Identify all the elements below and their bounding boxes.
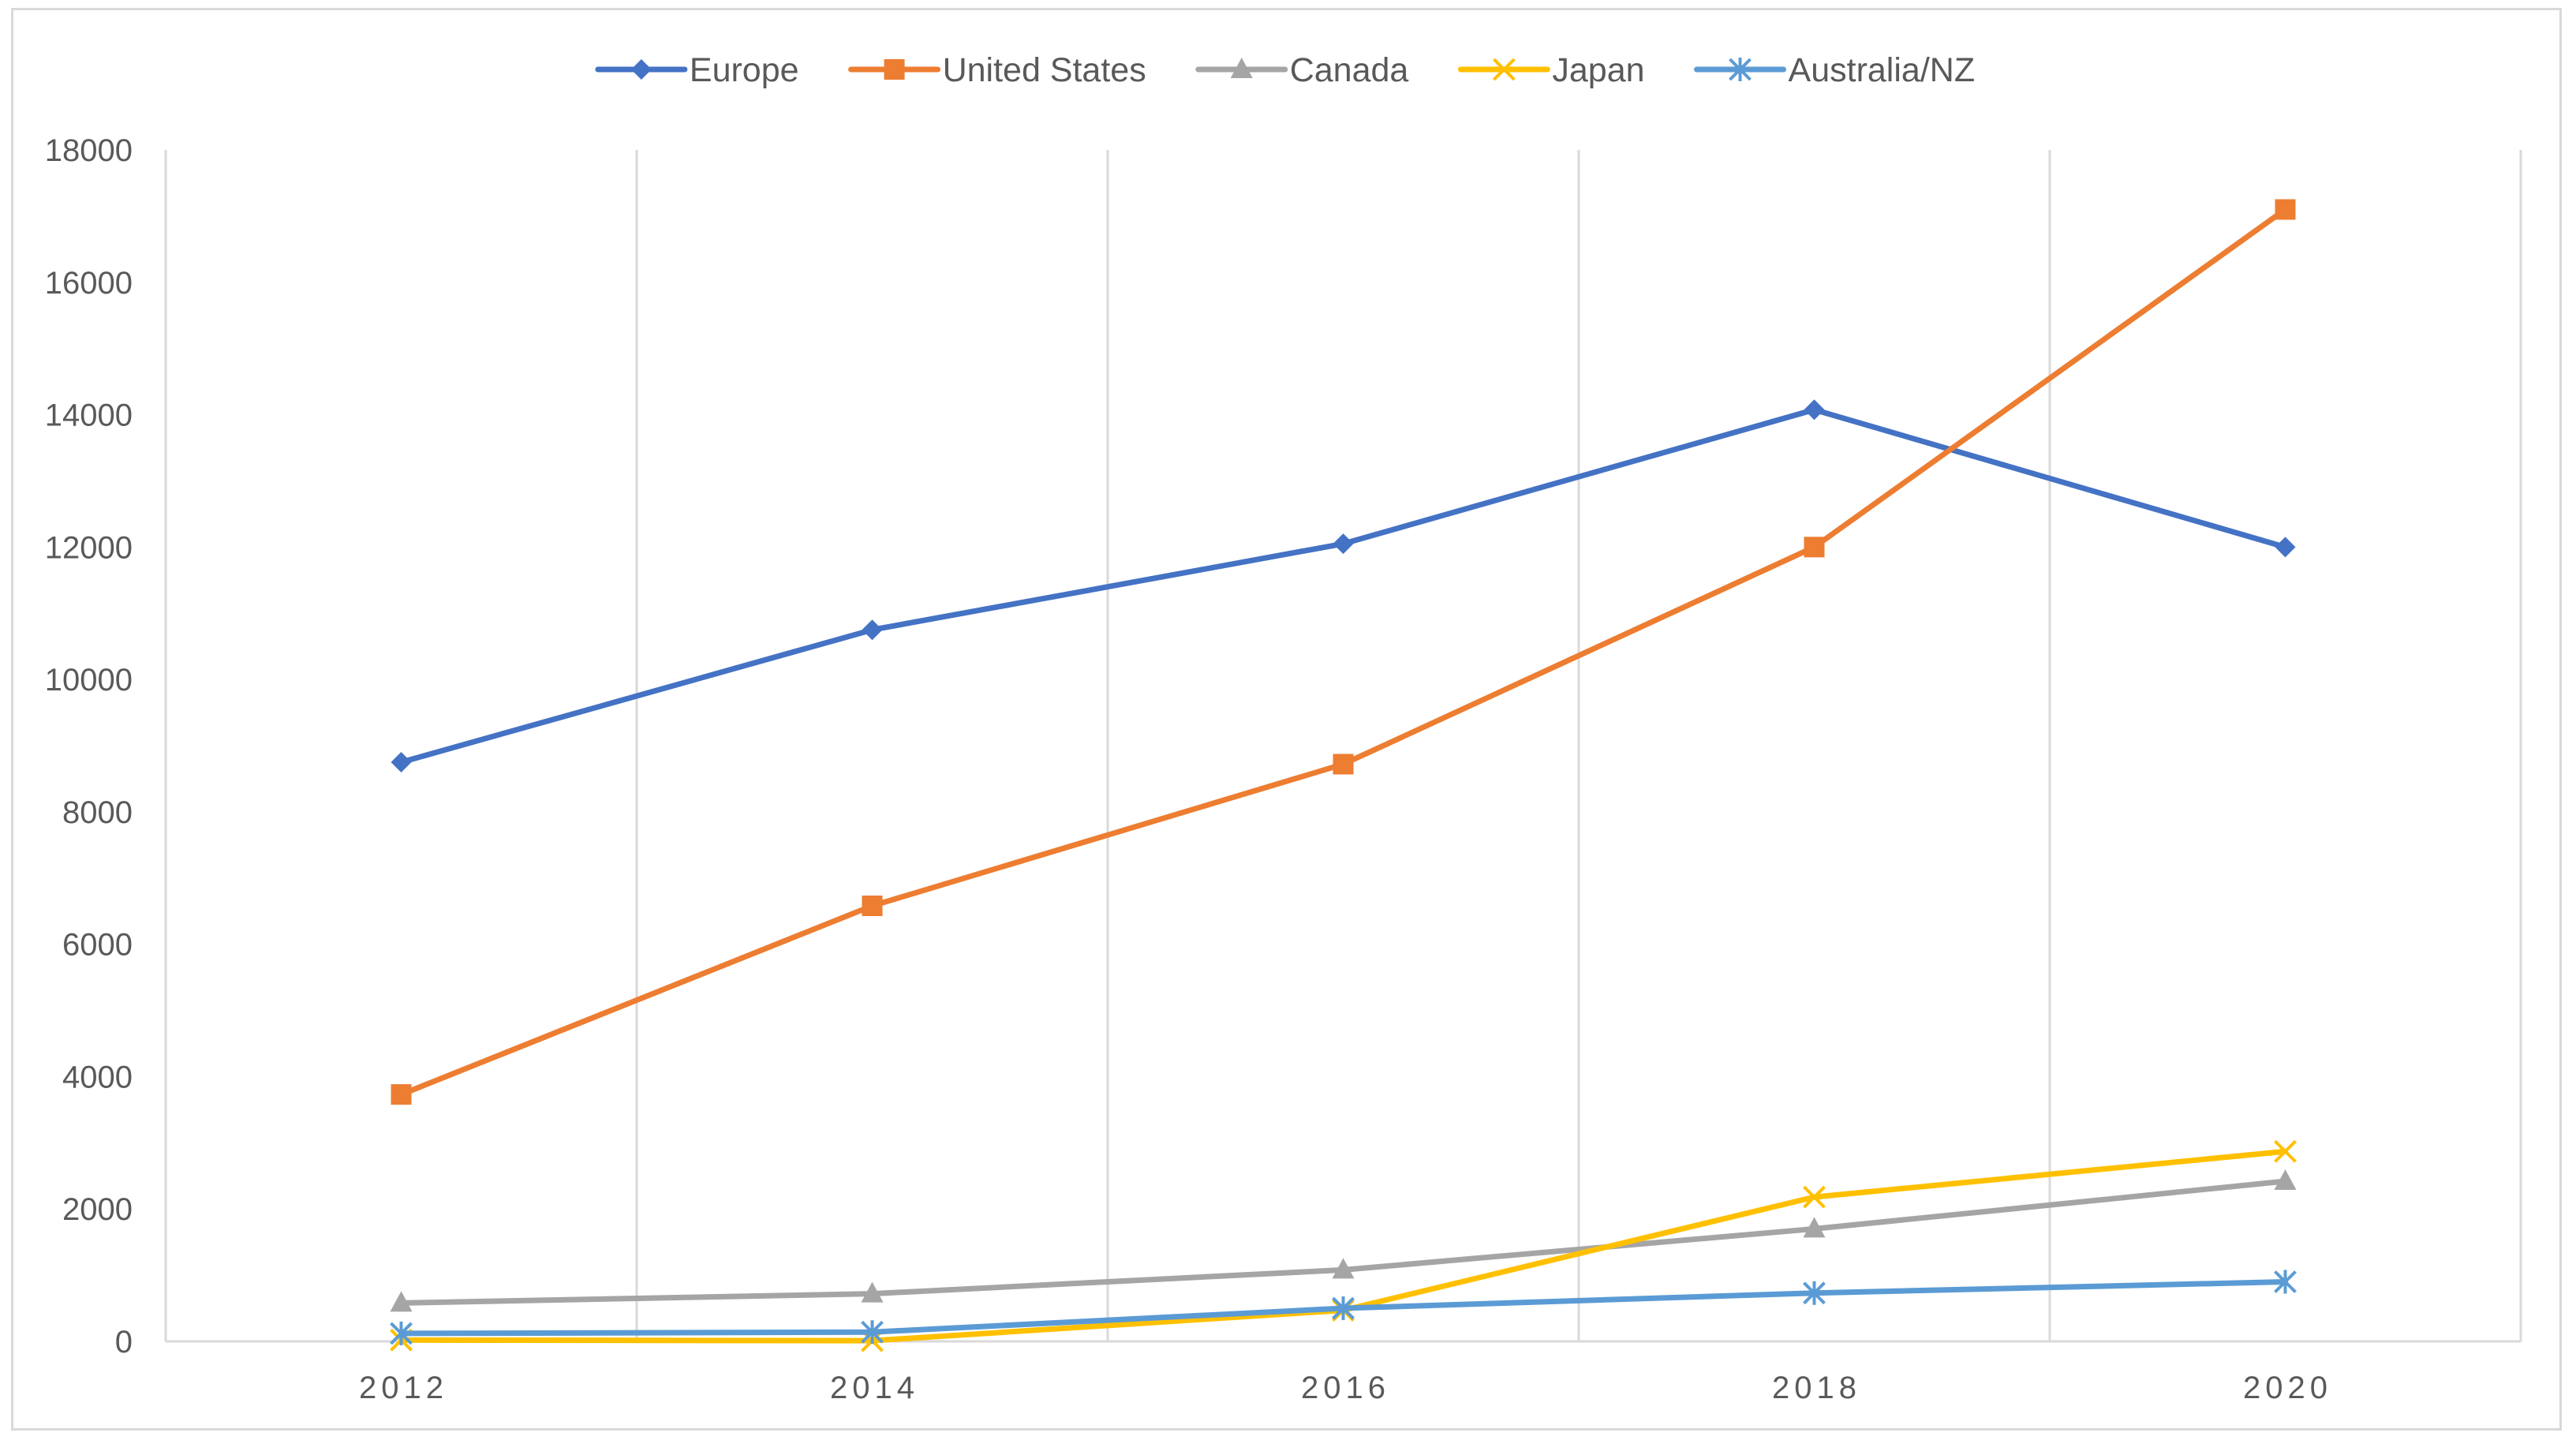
y-tick-label: 12000 bbox=[45, 530, 133, 565]
data-point-australia-nz bbox=[2274, 1270, 2297, 1294]
legend-entry-japan[interactable]: Japan bbox=[1457, 51, 1645, 89]
legend-marker bbox=[884, 59, 905, 80]
legend-label: United States bbox=[943, 51, 1146, 89]
data-point-canada bbox=[1332, 1258, 1355, 1279]
legend-entry-australia-nz[interactable]: Australia/NZ bbox=[1694, 51, 1976, 89]
y-tick-label: 16000 bbox=[45, 266, 133, 301]
series-line-united-states bbox=[398, 207, 2288, 1098]
data-point-australia-nz bbox=[861, 1320, 884, 1345]
x-tick-label: 2016 bbox=[1301, 1371, 1390, 1405]
data-point-canada bbox=[861, 1281, 884, 1303]
y-tick-label: 10000 bbox=[45, 663, 133, 698]
chart-frame bbox=[11, 8, 2562, 1431]
legend-entry-united-states[interactable]: United States bbox=[848, 51, 1146, 89]
legend-marker bbox=[630, 59, 652, 80]
series-europe bbox=[391, 399, 2296, 772]
series-australia-nz bbox=[390, 1270, 2297, 1345]
legend-entry-canada[interactable]: Canada bbox=[1195, 51, 1409, 89]
y-tick-label: 4000 bbox=[62, 1060, 133, 1094]
y-tick-label: 14000 bbox=[45, 398, 133, 433]
data-point-united-states bbox=[391, 1084, 412, 1105]
data-point-united-states bbox=[862, 896, 883, 917]
gridlines bbox=[164, 150, 2522, 1341]
data-point-canada bbox=[390, 1291, 413, 1312]
data-point-europe bbox=[1804, 399, 1825, 421]
series bbox=[390, 199, 2297, 1352]
legend-entry-europe[interactable]: Europe bbox=[595, 51, 799, 89]
series-line-europe bbox=[398, 406, 2288, 765]
data-point-australia-nz bbox=[1803, 1281, 1826, 1305]
x-tick-label: 2012 bbox=[359, 1371, 448, 1405]
data-point-united-states bbox=[2275, 199, 2296, 220]
legend-marker bbox=[1492, 58, 1516, 81]
y-tick-label: 18000 bbox=[45, 133, 133, 168]
legend: Europe United States Canada Japan Australia/… bbox=[595, 51, 1976, 89]
series-line-canada bbox=[398, 1178, 2288, 1306]
legend-label: Japan bbox=[1552, 51, 1644, 89]
y-tick-label: 2000 bbox=[62, 1192, 133, 1227]
data-point-japan bbox=[1803, 1185, 1826, 1209]
x-tick-label: 2018 bbox=[1772, 1371, 1861, 1405]
x-tick-label: 2014 bbox=[830, 1371, 919, 1405]
data-point-canada bbox=[1803, 1217, 1826, 1238]
axes: 0 2000 4000 6000 8000 10000 12000 14000 16000 180… bbox=[45, 133, 2521, 1405]
y-tick-label: 6000 bbox=[62, 928, 133, 963]
data-point-australia-nz bbox=[1332, 1296, 1355, 1321]
data-point-canada bbox=[2274, 1169, 2297, 1190]
y-tick-label: 0 bbox=[115, 1325, 133, 1360]
data-point-united-states bbox=[1333, 754, 1354, 775]
data-point-europe bbox=[2275, 537, 2296, 558]
data-point-australia-nz bbox=[390, 1321, 413, 1345]
marker-stroke bbox=[1803, 1185, 1826, 1209]
legend-label: Canada bbox=[1290, 51, 1409, 89]
x-tick-label: 2020 bbox=[2243, 1371, 2332, 1405]
data-point-united-states bbox=[1804, 537, 1825, 558]
data-point-europe bbox=[1333, 533, 1354, 555]
series-united-states bbox=[391, 199, 2296, 1105]
marker-stroke bbox=[2274, 1139, 2297, 1163]
data-point-europe bbox=[391, 751, 412, 772]
legend-marker bbox=[1729, 58, 1752, 81]
data-point-japan bbox=[2274, 1139, 2297, 1163]
legend-marker bbox=[1230, 58, 1253, 78]
series-canada bbox=[390, 1169, 2297, 1312]
marker-stroke bbox=[1492, 58, 1516, 81]
legend-label: Australia/NZ bbox=[1789, 51, 1976, 89]
legend-label: Europe bbox=[690, 51, 799, 89]
y-tick-label: 8000 bbox=[62, 795, 133, 830]
data-point-europe bbox=[862, 619, 883, 641]
